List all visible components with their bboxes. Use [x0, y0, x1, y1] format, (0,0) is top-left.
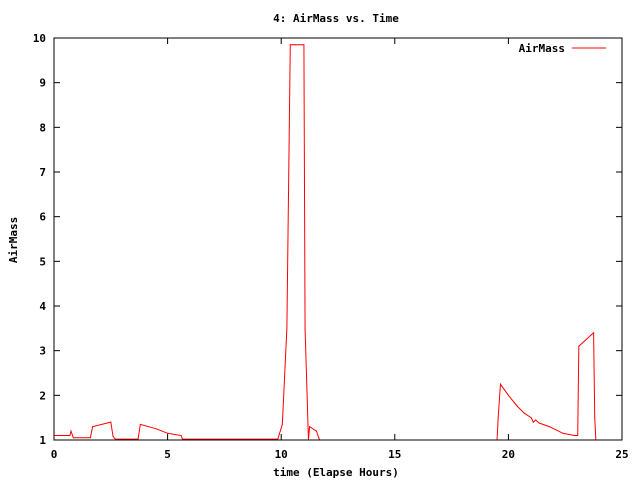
data-point — [281, 423, 283, 425]
data-point — [70, 430, 72, 432]
y-tick-label: 1 — [39, 434, 46, 447]
legend: AirMass — [519, 42, 606, 55]
axis-ticks: 0 5 10 15 20 25 1 2 3 4 5 6 7 8 9 10 — [33, 32, 629, 461]
data-point — [318, 437, 320, 439]
x-tick-label: 0 — [51, 448, 58, 461]
x-tick-label: 20 — [502, 448, 515, 461]
x-axis-label: time (Elapse Hours) — [273, 466, 399, 479]
data-point — [562, 432, 564, 434]
data-point — [507, 394, 509, 396]
data-point — [112, 435, 114, 437]
data-point — [295, 44, 297, 46]
data-point — [593, 332, 595, 334]
data-point — [277, 438, 279, 440]
data-point — [139, 423, 141, 425]
data-point — [92, 426, 94, 428]
data-point — [309, 426, 311, 428]
data-point — [155, 428, 157, 430]
data-point — [548, 426, 550, 428]
data-point — [538, 422, 540, 424]
x-tick-label: 10 — [275, 448, 288, 461]
y-tick-label: 8 — [39, 121, 46, 134]
y-tick-label: 3 — [39, 345, 46, 358]
data-point — [303, 44, 305, 46]
data-point — [304, 327, 306, 329]
data-point — [286, 327, 288, 329]
data-point — [594, 417, 596, 419]
plot-frame — [53, 37, 623, 441]
data-point — [516, 406, 518, 407]
data-point — [181, 438, 183, 440]
data-point — [110, 421, 112, 423]
data-point — [315, 430, 317, 432]
y-tick-label: 9 — [39, 77, 46, 90]
y-tick-label: 10 — [33, 32, 46, 45]
data-point — [69, 435, 71, 437]
data-point — [137, 438, 139, 440]
data-point — [89, 437, 91, 439]
data-point — [294, 44, 296, 46]
x-tick-label: 5 — [164, 448, 171, 461]
x-tick-label: 15 — [388, 448, 401, 461]
y-tick-label: 2 — [39, 389, 46, 402]
y-tick-label: 6 — [39, 211, 46, 224]
data-point — [530, 417, 532, 419]
data-point — [114, 438, 116, 440]
data-point — [72, 437, 74, 439]
legend-label: AirMass — [519, 42, 565, 55]
data-point — [532, 421, 534, 423]
data-point — [499, 383, 501, 385]
data-point — [573, 435, 575, 437]
y-tick-label: 4 — [39, 300, 46, 313]
data-point — [289, 44, 291, 46]
data-point — [578, 345, 580, 347]
data-point — [497, 417, 499, 419]
y-tick-label: 5 — [39, 255, 46, 268]
data-point — [577, 435, 579, 437]
y-tick-label: 7 — [39, 166, 46, 179]
y-axis-label: AirMass — [7, 217, 20, 263]
data-point — [167, 432, 169, 434]
data-point — [535, 419, 537, 421]
x-tick-label: 25 — [615, 448, 628, 461]
data-point — [523, 412, 525, 414]
chart-title: 4: AirMass vs. Time — [273, 12, 399, 25]
data-point — [180, 435, 182, 437]
